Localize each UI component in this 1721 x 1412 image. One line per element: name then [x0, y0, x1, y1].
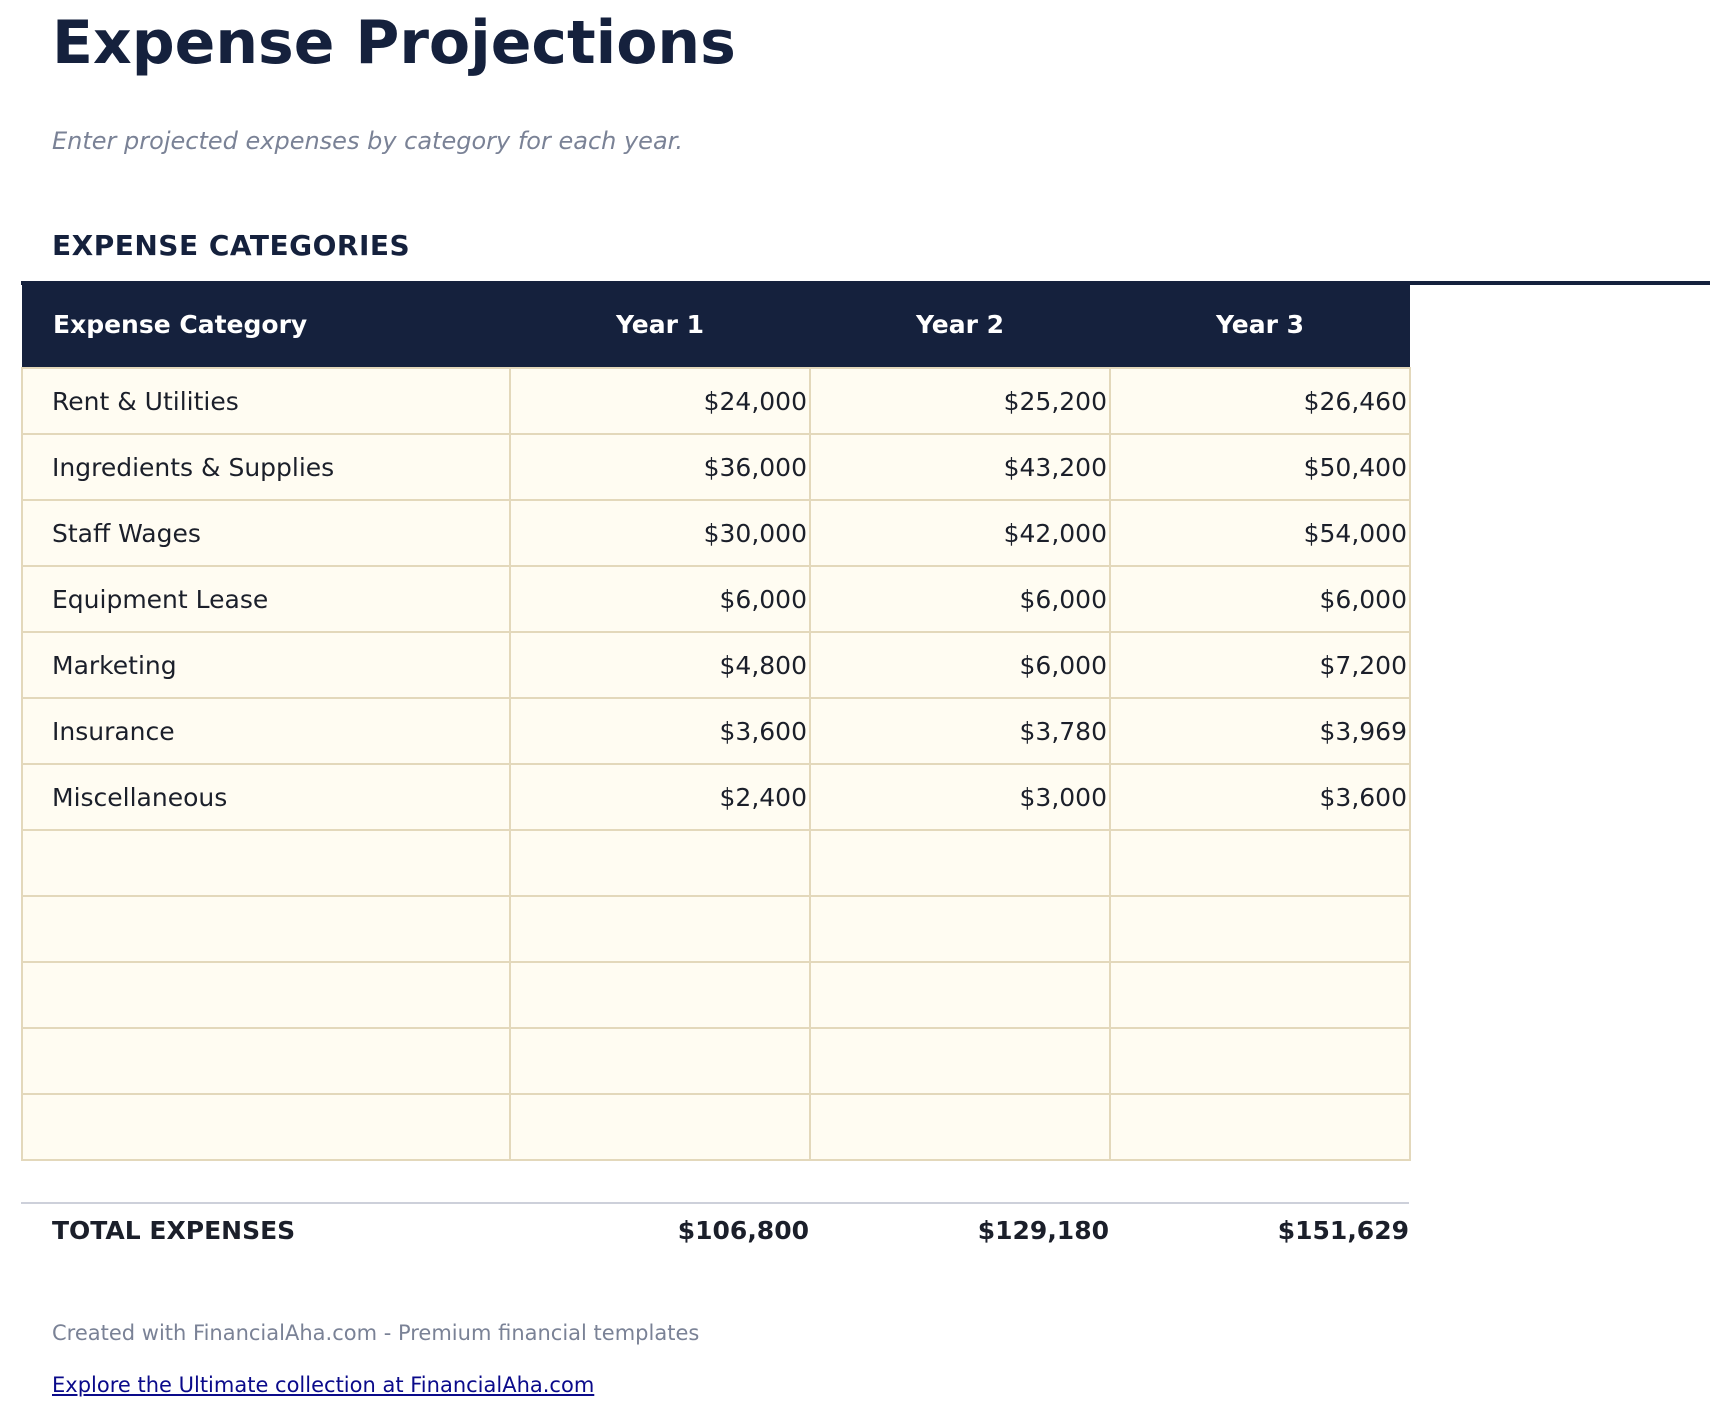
table-row: Insurance $3,600 $3,780 $3,969: [21, 697, 1411, 765]
year-2-cell[interactable]: $3,000: [809, 763, 1111, 831]
year-3-cell[interactable]: [1109, 895, 1411, 963]
table-header-row: Expense Category Year 1 Year 2 Year 3: [22, 281, 1410, 368]
year-3-cell[interactable]: [1109, 1093, 1411, 1161]
year-3-cell[interactable]: [1109, 1027, 1411, 1095]
year-1-cell[interactable]: [509, 1027, 811, 1095]
expense-table: Expense Category Year 1 Year 2 Year 3 Re…: [21, 281, 1411, 1161]
year-3-cell[interactable]: $7,200: [1109, 631, 1411, 699]
year-3-cell[interactable]: [1109, 961, 1411, 1029]
category-cell[interactable]: [21, 1027, 511, 1095]
table-row: [21, 829, 1411, 897]
year-1-cell[interactable]: $36,000: [509, 433, 811, 501]
table-row: Marketing $4,800 $6,000 $7,200: [21, 631, 1411, 699]
total-divider: [21, 1202, 1409, 1204]
category-cell[interactable]: [21, 1093, 511, 1161]
year-2-cell[interactable]: [809, 895, 1111, 963]
year-3-cell[interactable]: $6,000: [1109, 565, 1411, 633]
year-2-cell[interactable]: $43,200: [809, 433, 1111, 501]
year-2-cell[interactable]: [809, 1027, 1111, 1095]
category-cell[interactable]: Equipment Lease: [21, 565, 511, 633]
footer-link[interactable]: Explore the Ultimate collection at Finan…: [52, 1373, 595, 1397]
year-3-cell[interactable]: $3,600: [1109, 763, 1411, 831]
year-2-cell[interactable]: $25,200: [809, 367, 1111, 435]
year-3-cell[interactable]: $3,969: [1109, 697, 1411, 765]
table-row: Ingredients & Supplies $36,000 $43,200 $50,…: [21, 433, 1411, 501]
year-3-cell[interactable]: $54,000: [1109, 499, 1411, 567]
year-1-cell[interactable]: [509, 829, 811, 897]
table-row: Miscellaneous $2,400 $3,000 $3,600: [21, 763, 1411, 831]
year-2-cell[interactable]: $6,000: [809, 631, 1111, 699]
year-1-cell[interactable]: [509, 1093, 811, 1161]
year-2-cell[interactable]: $6,000: [809, 565, 1111, 633]
total-year-1: $106,800: [677, 1216, 809, 1245]
category-cell[interactable]: Marketing: [21, 631, 511, 699]
year-2-cell[interactable]: $42,000: [809, 499, 1111, 567]
header-year-3: Year 3: [1110, 281, 1410, 368]
year-1-cell[interactable]: $2,400: [509, 763, 811, 831]
year-3-cell[interactable]: $50,400: [1109, 433, 1411, 501]
total-label: TOTAL EXPENSES: [52, 1216, 296, 1245]
category-cell[interactable]: Ingredients & Supplies: [21, 433, 511, 501]
header-category: Expense Category: [22, 281, 510, 368]
category-cell[interactable]: Insurance: [21, 697, 511, 765]
section-heading: EXPENSE CATEGORIES: [52, 229, 411, 262]
total-row: TOTAL EXPENSES $106,800 $129,180 $151,62…: [21, 1216, 1409, 1260]
category-cell[interactable]: Staff Wages: [21, 499, 511, 567]
year-2-cell[interactable]: $3,780: [809, 697, 1111, 765]
year-2-cell[interactable]: [809, 829, 1111, 897]
category-cell[interactable]: Rent & Utilities: [21, 367, 511, 435]
year-1-cell[interactable]: $30,000: [509, 499, 811, 567]
table-row: Equipment Lease $6,000 $6,000 $6,000: [21, 565, 1411, 633]
table-row: [21, 961, 1411, 1029]
year-1-cell[interactable]: $6,000: [509, 565, 811, 633]
total-year-2: $129,180: [977, 1216, 1109, 1245]
footer-credit: Created with FinancialAha.com - Premium …: [52, 1321, 700, 1345]
year-1-cell[interactable]: [509, 895, 811, 963]
year-2-cell[interactable]: [809, 961, 1111, 1029]
category-cell[interactable]: [21, 895, 511, 963]
page-subtitle: Enter projected expenses by category for…: [52, 127, 683, 155]
year-1-cell[interactable]: $24,000: [509, 367, 811, 435]
year-2-cell[interactable]: [809, 1093, 1111, 1161]
total-year-3: $151,629: [1277, 1216, 1409, 1245]
header-year-2: Year 2: [810, 281, 1110, 368]
year-1-cell[interactable]: $4,800: [509, 631, 811, 699]
table-row: Staff Wages $30,000 $42,000 $54,000: [21, 499, 1411, 567]
category-cell[interactable]: [21, 829, 511, 897]
table-row: [21, 1093, 1411, 1161]
year-3-cell[interactable]: $26,460: [1109, 367, 1411, 435]
category-cell[interactable]: [21, 961, 511, 1029]
header-year-1: Year 1: [510, 281, 810, 368]
page-title: Expense Projections: [52, 8, 736, 78]
year-1-cell[interactable]: [509, 961, 811, 1029]
category-cell[interactable]: Miscellaneous: [21, 763, 511, 831]
table-row: [21, 1027, 1411, 1095]
year-3-cell[interactable]: [1109, 829, 1411, 897]
table-row: Rent & Utilities $24,000 $25,200 $26,460: [21, 367, 1411, 435]
year-1-cell[interactable]: $3,600: [509, 697, 811, 765]
table-row: [21, 895, 1411, 963]
